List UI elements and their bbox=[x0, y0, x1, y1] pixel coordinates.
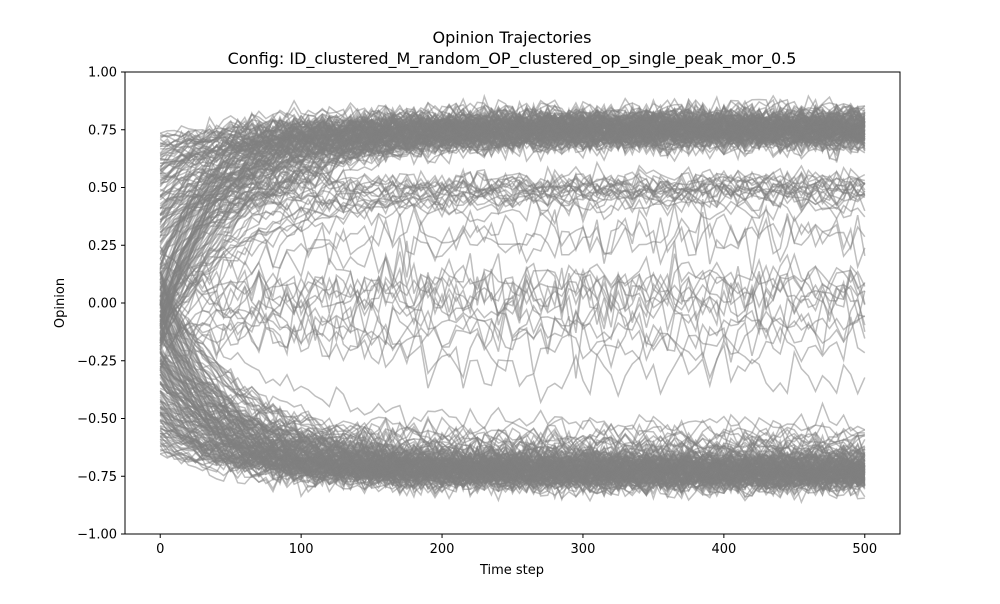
opinion-trajectory-line bbox=[159, 169, 866, 255]
opinion-trajectory-line bbox=[159, 281, 866, 437]
opinion-trajectory-line bbox=[159, 332, 865, 448]
opinion-trajectory-line bbox=[159, 253, 866, 334]
opinion-trajectory-line bbox=[160, 408, 865, 493]
opinion-trajectory-line bbox=[159, 240, 866, 342]
y-tick-label: 1.00 bbox=[88, 66, 117, 81]
x-tick-label: 200 bbox=[430, 542, 455, 557]
x-axis-label: Time step bbox=[479, 563, 544, 578]
opinion-trajectory-line bbox=[159, 267, 866, 328]
opinion-trajectory-line bbox=[159, 279, 866, 368]
opinion-trajectory-line bbox=[159, 268, 866, 362]
x-tick-label: 400 bbox=[711, 542, 736, 557]
y-tick-label: 0.25 bbox=[88, 239, 117, 254]
opinion-trajectory-line bbox=[159, 167, 866, 234]
opinion-trajectory-line bbox=[160, 106, 866, 237]
opinion-trajectory-line bbox=[159, 318, 865, 452]
opinion-trajectory-line bbox=[159, 213, 866, 351]
chart-title: Opinion Trajectories bbox=[433, 28, 592, 47]
opinion-trajectory-line bbox=[159, 183, 866, 351]
opinion-trajectory-line bbox=[159, 245, 866, 363]
y-tick-label: −1.00 bbox=[77, 528, 117, 543]
opinion-trajectory-line bbox=[160, 355, 866, 462]
opinion-trajectory-line bbox=[159, 124, 866, 343]
opinion-trajectory-line bbox=[159, 284, 866, 462]
opinion-trajectory-line bbox=[159, 295, 866, 361]
opinion-trajectory-line bbox=[159, 314, 865, 468]
opinion-trajectory-line bbox=[159, 371, 866, 475]
opinion-trajectory-line bbox=[159, 173, 866, 306]
x-tick-label: 300 bbox=[571, 542, 596, 557]
opinion-trajectory-line bbox=[160, 422, 866, 484]
opinion-trajectory-line bbox=[159, 171, 866, 208]
opinion-trajectory-line bbox=[159, 348, 865, 470]
opinion-trajectory-line bbox=[159, 187, 866, 226]
opinion-trajectory-line bbox=[159, 405, 866, 456]
y-axis: −1.00 −0.75 −0.50 −0.25 0.00 0.25 0.50 0.75 1.00 bbox=[77, 66, 125, 543]
trajectory-lines bbox=[159, 93, 866, 505]
opinion-trajectory-line bbox=[159, 302, 866, 491]
opinion-trajectory-line bbox=[159, 184, 866, 326]
opinion-trajectory-line bbox=[159, 112, 866, 198]
opinion-trajectory-line bbox=[159, 107, 866, 317]
opinion-trajectory-line bbox=[159, 310, 866, 493]
opinion-trajectory-line bbox=[159, 94, 866, 238]
x-tick-label: 100 bbox=[289, 542, 314, 557]
opinion-trajectory-line bbox=[159, 106, 866, 221]
opinion-trajectory-line bbox=[159, 240, 866, 366]
opinion-trajectory-line bbox=[159, 125, 866, 217]
x-axis: 0 100 200 300 400 500 bbox=[156, 534, 877, 557]
opinion-trajectory-line bbox=[159, 186, 866, 322]
y-tick-label: 0.00 bbox=[88, 297, 117, 312]
opinion-trajectory-line bbox=[159, 165, 866, 200]
opinion-trajectory-line bbox=[159, 246, 866, 405]
chart-subtitle: Config: ID_clustered_M_random_OP_cluster… bbox=[228, 49, 797, 69]
y-axis-label: Opinion bbox=[53, 278, 68, 328]
y-tick-label: 0.50 bbox=[88, 181, 117, 196]
x-tick-label: 0 bbox=[156, 542, 164, 557]
opinion-trajectory-line bbox=[159, 171, 866, 347]
opinion-trajectory-line bbox=[159, 259, 866, 329]
y-tick-label: −0.75 bbox=[77, 470, 117, 485]
y-tick-label: 0.75 bbox=[88, 123, 117, 138]
y-tick-label: −0.25 bbox=[77, 354, 117, 369]
opinion-trajectory-line bbox=[159, 169, 866, 221]
x-tick-label: 500 bbox=[852, 542, 877, 557]
y-tick-label: −0.50 bbox=[77, 412, 117, 427]
opinion-trajectory-line bbox=[159, 203, 866, 371]
